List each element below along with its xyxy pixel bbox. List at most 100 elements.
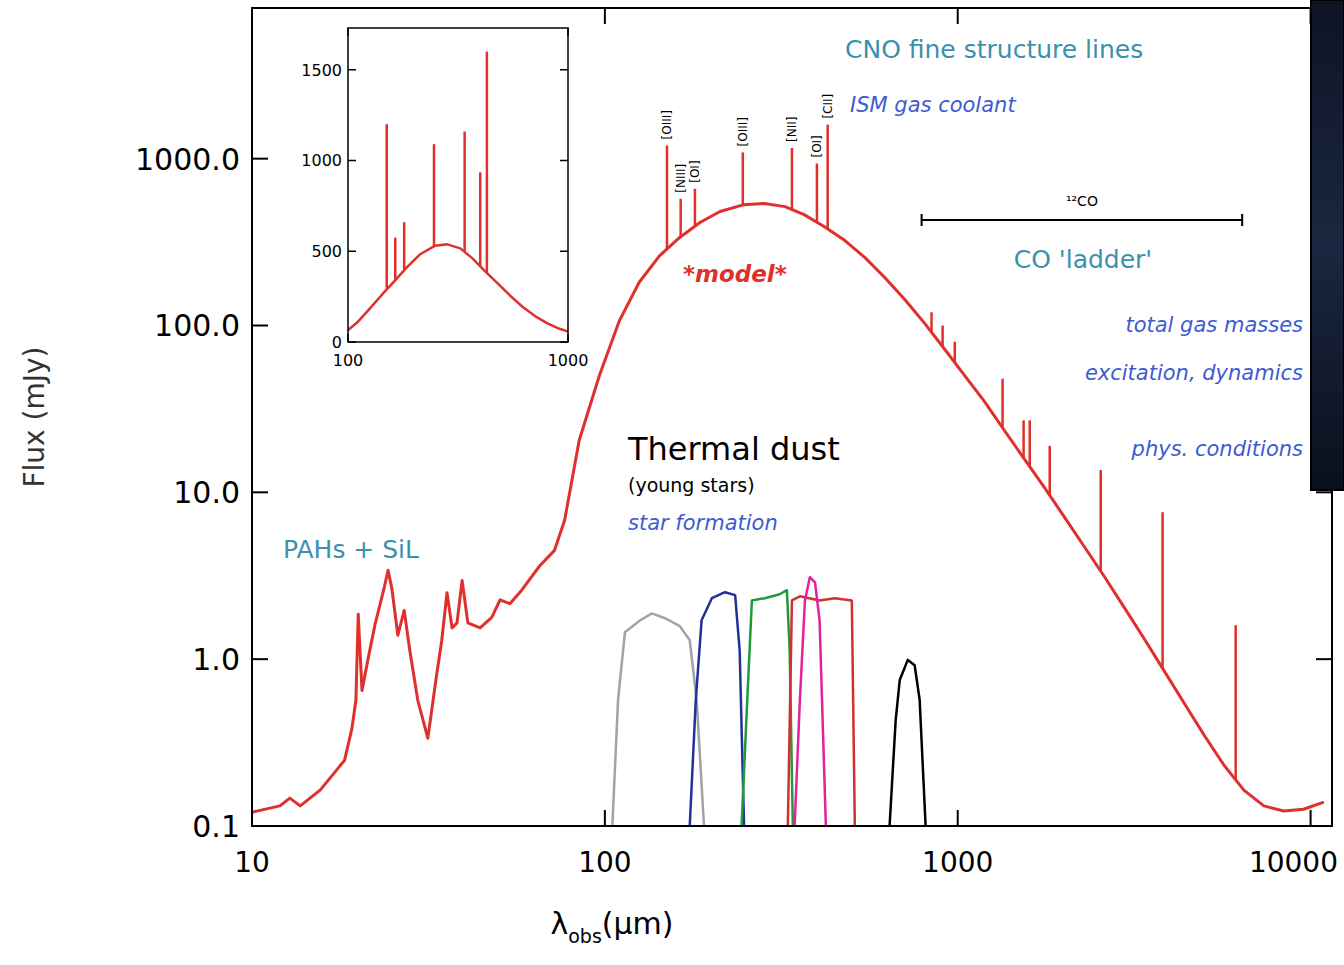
photo-crop (1311, 0, 1344, 490)
x-tick-label: 10000 (1249, 846, 1338, 879)
emission-line (463, 131, 466, 251)
x-tick-label: 1000 (922, 846, 993, 879)
inset-y-tick (560, 341, 568, 343)
emission-line (816, 164, 819, 223)
emission-line (791, 148, 794, 210)
inset-y-tick (348, 160, 356, 162)
x-tick (957, 810, 959, 826)
co-range-bar (922, 214, 1243, 226)
x-tick (1310, 810, 1312, 826)
emission-line (930, 312, 933, 332)
annotation: CO 'ladder' (1014, 245, 1153, 274)
x-axis-title-sub: obs (568, 925, 602, 947)
line-label: [NII] (785, 116, 799, 141)
y-tick-label: 1000.0 (135, 142, 240, 177)
emission-line (1100, 470, 1103, 571)
inset-y-tick-label: 1000 (301, 151, 342, 170)
y-tick-label: 1.0 (192, 642, 240, 677)
y-tick (1316, 825, 1332, 827)
inset-y-tick-label: 1500 (301, 61, 342, 80)
annotation: star formation (628, 511, 778, 535)
emission-line (1234, 625, 1237, 780)
inset-y-tick (560, 250, 568, 252)
line-label: [OIII] (660, 110, 674, 139)
y-tick (252, 825, 268, 827)
x-axis-title-unit: (μm) (602, 906, 674, 941)
emission-line (826, 125, 829, 229)
x-tick (251, 8, 253, 24)
emission-line (433, 144, 436, 246)
annotation: CNO fine structure lines (845, 35, 1143, 64)
emission-line (385, 124, 388, 289)
y-tick (1316, 491, 1332, 493)
y-axis-title: Flux (mJy) (18, 346, 51, 487)
emission-line (1161, 512, 1164, 668)
inset-y-tick-label: 0 (332, 333, 342, 352)
y-tick (252, 158, 268, 160)
x-tick (251, 810, 253, 826)
filter-curve (690, 592, 744, 826)
inset-y-tick (560, 160, 568, 162)
filter-curve (742, 590, 793, 826)
emission-line (1001, 379, 1004, 428)
y-tick (252, 658, 268, 660)
emission-line (1048, 446, 1051, 496)
emission-line (1022, 420, 1025, 457)
emission-line (394, 238, 397, 281)
emission-line (742, 152, 745, 205)
emission-line (1028, 420, 1031, 466)
x-tick (604, 810, 606, 826)
inset-y-tick (348, 341, 356, 343)
inset-x-tick (567, 28, 569, 36)
inset-model-curve (348, 244, 568, 342)
y-tick-label: 0.1 (192, 809, 240, 844)
line-label: [CII] (821, 94, 835, 119)
line-label: [OIII] (736, 117, 750, 146)
line-label: [OI] (688, 160, 702, 182)
annotation: PAHs + SiL (283, 535, 419, 564)
inset-x-tick (347, 334, 349, 342)
emission-line (941, 325, 944, 346)
emission-line (954, 342, 957, 363)
y-tick-label: 100.0 (154, 308, 240, 343)
annotation: (young stars) (628, 474, 755, 496)
y-tick (1316, 658, 1332, 660)
chart: [OIII][NIII][OI][OIII][NII][OI][CII]1010… (0, 0, 1344, 965)
inset-x-tick (567, 334, 569, 342)
emission-line (486, 52, 489, 273)
y-tick-label: 10.0 (173, 475, 240, 510)
emission-line (694, 189, 697, 226)
filter-curve (795, 577, 826, 826)
co-range-label: ¹²CO (1066, 193, 1098, 209)
emission-line (666, 145, 669, 249)
y-tick (252, 491, 268, 493)
inset-y-tick (560, 69, 568, 71)
emission-line (679, 199, 682, 237)
inset-x-tick-label: 1000 (548, 351, 589, 370)
annotation: phys. conditions (1131, 437, 1303, 461)
emission-line (479, 172, 482, 266)
inset-y-tick-label: 500 (311, 242, 342, 261)
x-axis-title-main: λ (550, 906, 568, 941)
annotation: ISM gas coolant (850, 93, 1016, 117)
plot-frame (252, 8, 1332, 826)
annotation: total gas masses (1125, 313, 1303, 337)
inset-x-tick-label: 100 (333, 351, 364, 370)
x-tick-label: 100 (578, 846, 631, 879)
line-label: [OI] (810, 135, 824, 157)
annotation: *model* (683, 261, 787, 287)
emission-line (403, 222, 406, 270)
annotation: excitation, dynamics (1085, 361, 1303, 385)
inset-y-tick (348, 250, 356, 252)
inset-plot-area (348, 52, 568, 342)
x-tick-label: 10 (234, 846, 270, 879)
annotation: Thermal dust (627, 430, 840, 468)
x-tick (604, 8, 606, 24)
line-label: [NIII] (674, 164, 688, 193)
x-axis-title: λobs(μm) (550, 906, 673, 947)
x-tick (957, 8, 959, 24)
inset-frame (348, 28, 568, 342)
y-tick (252, 324, 268, 326)
inset-y-tick (348, 69, 356, 71)
inset-x-tick (347, 28, 349, 36)
